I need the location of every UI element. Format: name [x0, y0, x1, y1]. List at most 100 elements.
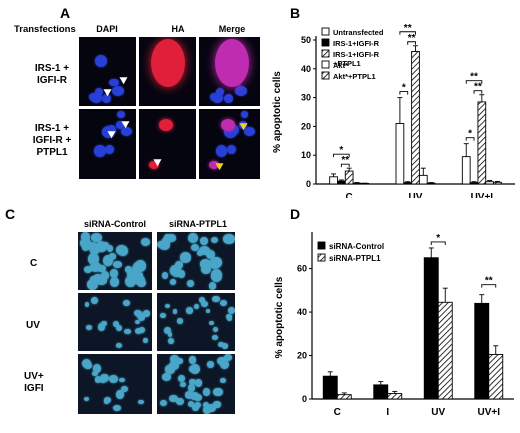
nucleus	[116, 390, 124, 399]
bar	[337, 180, 346, 185]
legend-swatch	[321, 49, 330, 58]
nucleus	[100, 270, 110, 280]
nucleus	[200, 264, 211, 275]
ha-positive-cell	[151, 39, 185, 87]
nucleus	[180, 252, 191, 263]
nucleus	[244, 126, 256, 136]
legend-label: IRS-1+IGFI-R	[333, 39, 380, 48]
ha-positive-cell	[221, 119, 235, 131]
nucleus	[175, 398, 184, 406]
nucleus	[212, 334, 218, 340]
ha-image-row2	[139, 109, 196, 179]
nucleus	[161, 236, 171, 245]
nucleus	[142, 338, 148, 343]
nucleus	[83, 397, 90, 402]
bar	[474, 302, 490, 400]
ha-positive-cell	[159, 119, 173, 131]
nucleus	[210, 269, 223, 282]
bar	[493, 181, 502, 185]
nucleus	[202, 387, 211, 396]
nucleus	[168, 338, 174, 345]
nucleus	[104, 396, 112, 404]
y-tick-label: 60	[297, 264, 307, 274]
panel-c-letter: C	[5, 206, 16, 222]
sirna-ptpl1-c-image	[157, 232, 235, 290]
nucleus	[221, 343, 229, 350]
nucleus	[213, 387, 223, 397]
nucleus	[205, 250, 215, 260]
significance-bracket	[399, 91, 409, 95]
arrowhead-icon	[117, 73, 128, 85]
y-tick-label: 40	[297, 307, 307, 317]
nucleus	[108, 252, 117, 260]
nucleus	[97, 264, 107, 273]
bar	[329, 176, 338, 185]
nucleus	[142, 310, 151, 317]
nucleus	[134, 328, 142, 335]
sirna-control-uv-image	[78, 293, 152, 351]
nucleus	[211, 236, 219, 243]
nucleus	[226, 144, 237, 155]
col-dapi-label: DAPI	[96, 24, 118, 34]
nucleus	[158, 240, 171, 251]
nucleus	[104, 144, 115, 155]
nucleus	[83, 265, 93, 273]
bar	[373, 384, 389, 400]
bar	[461, 156, 471, 185]
nucleus	[92, 370, 98, 376]
nucleus	[113, 404, 121, 411]
legend-swatch	[321, 71, 330, 80]
transfections-label: Transfections	[14, 24, 76, 35]
nucleus	[90, 92, 102, 104]
legend-label: Akt*	[333, 61, 348, 70]
bar	[469, 182, 479, 185]
nucleus	[94, 55, 107, 68]
nucleus	[96, 276, 108, 286]
nucleus	[228, 124, 239, 135]
nucleus	[209, 320, 215, 326]
panel-d-letter: D	[290, 206, 301, 222]
significance-marker: *	[468, 129, 472, 140]
nucleus	[94, 376, 101, 383]
nucleus	[191, 244, 200, 252]
significance-bracket	[340, 163, 350, 168]
nucleus	[206, 404, 216, 412]
legend-swatch	[321, 27, 330, 36]
y-tick-label: 10	[301, 150, 311, 160]
nucleus	[84, 361, 93, 369]
nucleus	[91, 263, 100, 271]
nucleus	[206, 360, 215, 368]
bar	[411, 51, 420, 185]
bar	[336, 394, 352, 400]
sirna-control-uv-igfi-image	[78, 354, 152, 414]
row-uv-igfi-label: UV+ IGFI	[24, 371, 44, 394]
nucleus	[211, 92, 223, 104]
nucleus	[188, 232, 198, 243]
nucleus	[117, 111, 126, 119]
row-c-label: C	[30, 258, 38, 269]
nucleus	[175, 260, 184, 269]
nucleus	[102, 241, 110, 249]
nucleus	[219, 299, 227, 306]
nucleus	[169, 395, 178, 402]
nucleus	[215, 145, 228, 158]
nucleus	[87, 278, 99, 290]
nucleus	[94, 145, 107, 158]
nucleus	[115, 245, 128, 256]
nucleus	[92, 363, 101, 373]
significance-bracket	[407, 41, 416, 45]
nucleus	[106, 244, 114, 252]
nucleus	[85, 302, 90, 307]
nucleus	[88, 253, 99, 266]
nucleus	[193, 303, 200, 309]
nucleus	[115, 121, 125, 129]
bar	[477, 101, 487, 185]
nucleus	[213, 327, 219, 333]
panel-b-letter: B	[290, 5, 301, 21]
nucleus	[223, 234, 235, 244]
nucleus	[190, 363, 201, 374]
bar	[403, 182, 413, 185]
chart-b: 0 10 20 30 40 50 % apoptotic cells C UV UV+I Untra…	[272, 23, 515, 198]
significance-marker: **	[404, 23, 412, 34]
nucleus	[240, 111, 249, 119]
